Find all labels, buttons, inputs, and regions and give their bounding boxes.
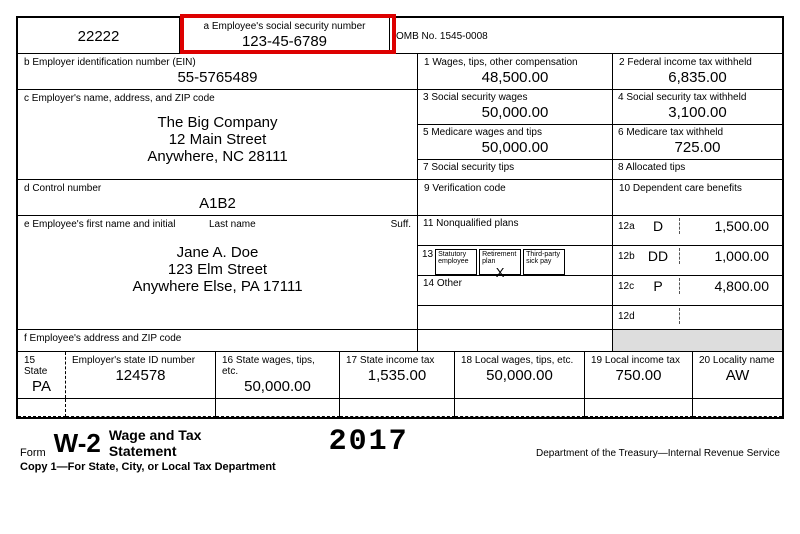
- label-box-d: d Control number: [24, 183, 411, 194]
- label-box-12d: 12d: [618, 311, 640, 322]
- value-state-id: 124578: [72, 366, 209, 385]
- label-box-c: c Employer's name, address, and ZIP code: [24, 93, 411, 104]
- row-dashed: [18, 398, 782, 417]
- label-box-1: 1 Wages, tips, other compensation: [424, 57, 606, 68]
- form-prefix: Form: [20, 447, 46, 459]
- label-box-e-suff: Suff.: [381, 219, 411, 230]
- employee-addr1: 123 Elm Street: [18, 261, 417, 278]
- value-12c-code: P: [646, 278, 670, 294]
- form-title-1: Wage and Tax: [109, 427, 202, 443]
- box-13-group: 13 Statutory employee Retirement plan X …: [418, 246, 612, 278]
- value-12c-amt: 4,800.00: [689, 278, 777, 294]
- label-box-12b: 12b: [618, 251, 640, 262]
- value-box-17: 1,535.00: [346, 366, 448, 385]
- employer-name: The Big Company: [24, 114, 411, 131]
- label-box-11: 11 Nonqualified plans: [423, 218, 607, 229]
- label-box-15-eid: Employer's state ID number: [72, 355, 209, 366]
- sep-icon: [679, 248, 680, 264]
- label-box-e-last: Last name: [209, 219, 381, 230]
- value-box-5: 50,000.00: [423, 138, 607, 157]
- box13-statutory: Statutory employee: [435, 249, 477, 275]
- value-12a-code: D: [646, 218, 670, 234]
- label-box-a: a Employee's social security number: [186, 21, 383, 32]
- gray-filler: [613, 330, 782, 351]
- label-box-16: 16 State wages, tips, etc.: [222, 355, 333, 377]
- copy-line: Copy 1—For State, City, or Local Tax Dep…: [16, 459, 784, 475]
- label-box-3: 3 Social security wages: [423, 92, 607, 103]
- label-box-14: 14 Other: [423, 278, 607, 289]
- label-box-e: e Employee's first name and initial: [24, 219, 209, 230]
- employer-addr1: 12 Main Street: [24, 131, 411, 148]
- value-state: PA: [24, 377, 59, 396]
- value-box-4: 3,100.00: [618, 103, 777, 122]
- dept-treasury: Department of the Treasury—Internal Reve…: [536, 448, 780, 459]
- value-box-18: 50,000.00: [461, 366, 578, 385]
- value-12b-amt: 1,000.00: [689, 248, 777, 264]
- value-ssn: 123-45-6789: [186, 32, 383, 51]
- row-b-1-2: b Employer identification number (EIN) 5…: [18, 54, 782, 90]
- form-title-2: Statement: [109, 443, 177, 459]
- value-12b-code: DD: [646, 248, 670, 264]
- value-box-20: AW: [699, 366, 776, 385]
- value-box-16: 50,000.00: [222, 377, 333, 396]
- value-box-6: 725.00: [618, 138, 777, 157]
- label-box-12a: 12a: [618, 221, 640, 232]
- form-box-number: 22222: [78, 27, 120, 46]
- label-box-5: 5 Medicare wages and tips: [423, 127, 607, 138]
- value-box-2: 6,835.00: [619, 68, 776, 87]
- row-ef-11to14: e Employee's first name and initial Last…: [18, 216, 782, 352]
- employee-addr2: Anywhere Else, PA 17111: [18, 278, 417, 295]
- value-box-1: 48,500.00: [424, 68, 606, 87]
- form-code: W-2: [54, 428, 101, 459]
- label-box-2: 2 Federal income tax withheld: [619, 57, 776, 68]
- label-box-15-state: 15 State: [24, 355, 59, 377]
- label-box-12c: 12c: [618, 281, 640, 292]
- row-15-20: 15 State PA Employer's state ID number 1…: [18, 352, 782, 398]
- label-box-20: 20 Locality name: [699, 355, 776, 366]
- w2-form: 22222 a Employee's social security numbe…: [16, 16, 784, 419]
- row-header: 22222 a Employee's social security numbe…: [18, 18, 782, 54]
- value-ein: 55-5765489: [24, 68, 411, 87]
- label-box-10: 10 Dependent care benefits: [619, 183, 776, 194]
- sep-icon: [679, 218, 680, 234]
- label-box-f: f Employee's address and ZIP code: [18, 329, 417, 347]
- label-box-17: 17 State income tax: [346, 355, 448, 366]
- row-c-3to8: c Employer's name, address, and ZIP code…: [18, 90, 782, 180]
- omb-number: OMB No. 1545-0008: [396, 31, 488, 42]
- label-box-9: 9 Verification code: [424, 183, 606, 194]
- employer-addr2: Anywhere, NC 28111: [24, 148, 411, 165]
- sep-icon: [679, 308, 680, 324]
- form-footer: Form W-2 Wage and Tax Statement 2017 Dep…: [16, 419, 784, 459]
- box13-thirdparty: Third-party sick pay: [523, 249, 565, 275]
- label-box-4: 4 Social security tax withheld: [618, 92, 777, 103]
- tax-year: 2017: [329, 425, 409, 459]
- label-box-19: 19 Local income tax: [591, 355, 686, 366]
- label-box-13: 13: [422, 249, 433, 260]
- value-12a-amt: 1,500.00: [689, 218, 777, 234]
- label-box-8: 8 Allocated tips: [618, 162, 777, 173]
- sep-icon: [679, 278, 680, 294]
- employee-name: Jane A. Doe: [18, 244, 417, 261]
- label-box-7: 7 Social security tips: [423, 162, 607, 173]
- value-box-19: 750.00: [591, 366, 686, 385]
- box13-retirement: Retirement plan X: [479, 249, 521, 275]
- value-box-3: 50,000.00: [423, 103, 607, 122]
- label-box-6: 6 Medicare tax withheld: [618, 127, 777, 138]
- label-box-b: b Employer identification number (EIN): [24, 57, 411, 68]
- value-control: A1B2: [24, 194, 411, 213]
- row-d-9-10: d Control number A1B2 9 Verification cod…: [18, 180, 782, 216]
- label-box-18: 18 Local wages, tips, etc.: [461, 355, 578, 366]
